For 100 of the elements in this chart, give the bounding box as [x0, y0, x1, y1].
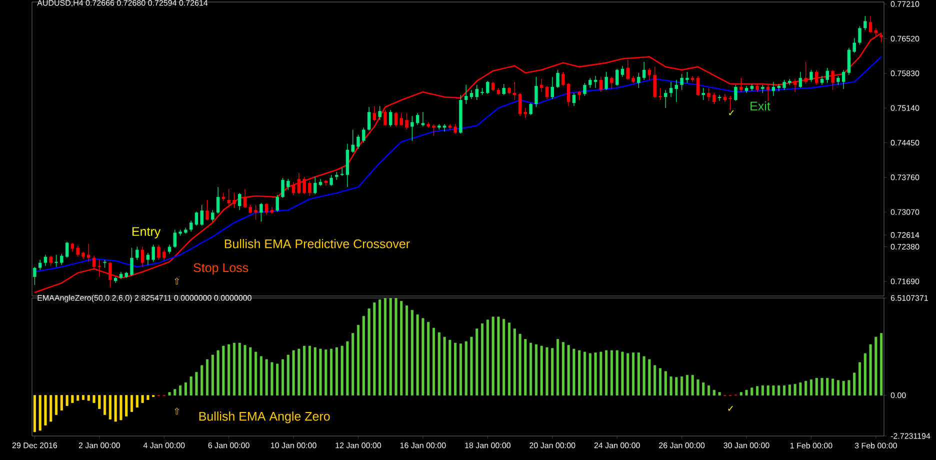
bar [136, 395, 138, 408]
candlestick [513, 82, 516, 100]
bar [880, 333, 883, 396]
bar [874, 336, 878, 396]
bar [680, 376, 684, 396]
x-tick-label: 29 Dec 2016 [12, 442, 58, 448]
candlestick [470, 90, 474, 100]
y-tick-label: 0.73070 [890, 209, 920, 215]
x-tick-label: 26 Jan 00:00 [659, 442, 705, 448]
candlestick [162, 249, 166, 260]
candlestick [464, 84, 468, 104]
x-tick-label: 30 Jan 00:00 [724, 442, 770, 448]
bar [540, 346, 543, 396]
bar [826, 378, 829, 396]
candlestick [626, 59, 630, 80]
bar [696, 379, 700, 396]
bar [292, 350, 295, 396]
candlestick [238, 192, 242, 210]
bar [368, 308, 370, 396]
annotation: Bullish EMA Angle Zero [199, 412, 330, 424]
candlestick [599, 76, 603, 92]
bar [190, 376, 192, 396]
bar [356, 324, 360, 396]
candlestick [707, 88, 710, 102]
candlestick [44, 254, 48, 266]
candlestick [842, 69, 846, 90]
candlestick [583, 82, 586, 96]
bar [87, 395, 90, 401]
candlestick [820, 76, 824, 86]
candlestick [620, 65, 624, 78]
candlestick [686, 72, 689, 84]
bar [216, 350, 220, 396]
bar [44, 395, 47, 426]
candlestick [868, 16, 872, 34]
candlestick [216, 186, 220, 214]
candlestick [642, 61, 646, 80]
annotation: ⇧ [174, 278, 180, 284]
candlestick [313, 176, 317, 194]
candlestick [388, 110, 392, 127]
bar [588, 353, 592, 396]
candlestick [260, 202, 263, 222]
bar [254, 352, 258, 396]
bar [782, 385, 786, 396]
y-tick-label: 0.73760 [890, 174, 920, 180]
bar [702, 382, 705, 396]
bar [314, 347, 316, 396]
bar [691, 374, 694, 396]
bar [799, 382, 802, 396]
candlestick [136, 246, 139, 260]
candlestick [674, 80, 678, 102]
annotation: ✓ [728, 406, 733, 411]
bar [518, 334, 522, 396]
bar [853, 372, 856, 396]
candlestick [572, 92, 576, 106]
candlestick [243, 188, 247, 208]
x-tick-label: 16 Jan 00:00 [400, 442, 446, 448]
candlestick [146, 252, 150, 266]
bar [804, 380, 808, 396]
candlestick [330, 174, 333, 186]
bar [712, 390, 716, 396]
candlestick [810, 69, 813, 82]
bar [740, 392, 742, 396]
bar [82, 395, 85, 400]
chart-title: AUDUSD,H4 0.72666 0.72680 0.72594 0.72614 [37, 0, 208, 7]
candlestick [292, 182, 296, 196]
bar [778, 385, 780, 396]
bar [626, 353, 630, 396]
candlestick [340, 167, 344, 176]
candlestick [798, 72, 802, 88]
candlestick [604, 72, 608, 90]
candlestick [847, 47, 851, 76]
bar [432, 328, 436, 396]
candlestick [60, 253, 64, 266]
candlestick [648, 67, 652, 80]
bar [594, 352, 597, 396]
candlestick [157, 244, 160, 260]
candlestick [168, 244, 172, 254]
candlestick [49, 255, 52, 266]
bar [179, 385, 182, 396]
bar [298, 348, 300, 396]
bar [476, 328, 478, 396]
candlestick [852, 38, 856, 54]
bar [864, 353, 866, 396]
bar [352, 333, 354, 396]
bar [346, 341, 349, 396]
candlestick [227, 188, 230, 206]
candlestick [669, 82, 673, 98]
bar [497, 316, 500, 396]
bar [373, 302, 376, 396]
x-tick-label: 6 Jan 00:00 [208, 442, 250, 448]
candlestick [372, 106, 376, 122]
candlestick [281, 178, 284, 198]
bar [66, 395, 68, 406]
bar [616, 350, 618, 396]
bar [761, 385, 764, 396]
x-tick-label: 4 Jan 00:00 [143, 442, 185, 448]
bar [276, 364, 279, 396]
candlestick [454, 124, 457, 134]
bar [76, 395, 80, 401]
candlestick [814, 69, 818, 86]
